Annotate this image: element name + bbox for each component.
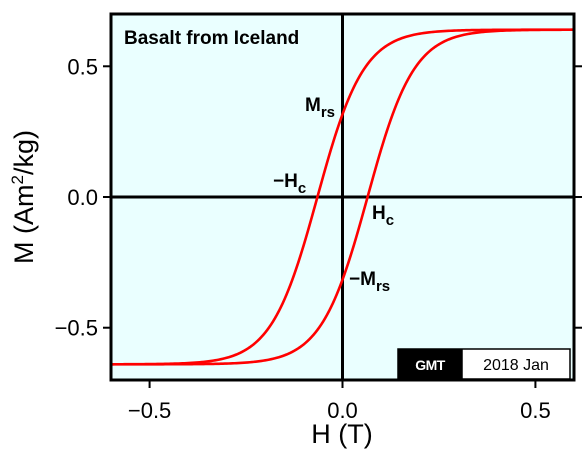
zero-axis-lines (111, 14, 574, 380)
stamp-date: 2018 Jan (483, 357, 549, 374)
x-tick-label: 0.0 (327, 398, 358, 423)
curve-annotations: Mrs −Hc Hc −Mrs (273, 95, 394, 295)
annotation-neg-mrs: −Mrs (349, 269, 390, 295)
y-tick-label: −0.5 (55, 316, 98, 341)
annotation-hc: Hc (372, 203, 394, 229)
annotation-mrs: Mrs (305, 95, 335, 121)
y-axis-title: M (Am2/kg) (8, 130, 39, 264)
gmt-logo-icon: GMT (415, 357, 446, 373)
x-tick-label: 0.5 (520, 398, 551, 423)
gmt-stamp: GMT 2018 Jan (397, 348, 571, 380)
y-tick-label: 0.5 (67, 54, 98, 79)
y-tick-label: 0.0 (67, 185, 98, 210)
x-axis-ticks: −0.5 0.0 0.5 (128, 380, 551, 423)
x-tick-label: −0.5 (128, 398, 171, 423)
hysteresis-curves (111, 28, 574, 366)
gmt-logo-block (398, 349, 462, 379)
annotation-neg-hc: −Hc (273, 171, 306, 197)
ascending-branch (111, 28, 574, 366)
y-axis-ticks: 0.5 0.0 −0.5 (55, 54, 582, 341)
chart-title: Basalt from Iceland (124, 28, 299, 49)
x-axis-title: H (T) (311, 419, 372, 449)
